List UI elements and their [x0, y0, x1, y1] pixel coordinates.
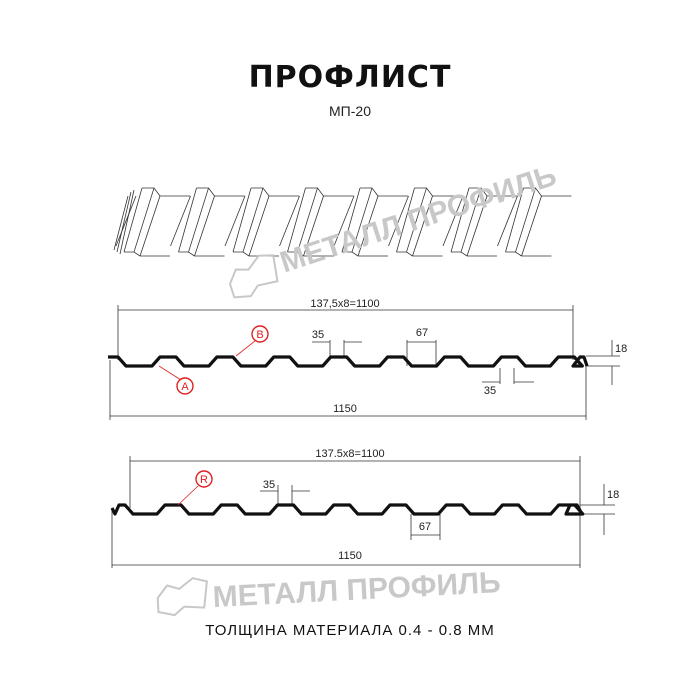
p1-pitch-label: 137,5x8=1100 — [310, 298, 379, 310]
p1-total-label: 1150 — [333, 403, 357, 415]
callout-b: B — [256, 329, 263, 341]
p1-bottom-label: 35 — [484, 385, 496, 397]
profile-1 — [108, 305, 620, 420]
profile-1-line — [108, 355, 589, 368]
p2-total-label: 1150 — [338, 550, 362, 562]
rib-edge — [233, 187, 270, 257]
p1-rib-top-label: 35 — [312, 329, 324, 341]
model-subtitle: МП-20 — [329, 103, 371, 119]
watermark-1: МЕТАЛЛ ПРОФИЛЬ — [228, 159, 560, 299]
profile-2 — [110, 456, 615, 568]
callout-r: R — [200, 474, 208, 486]
p2-rib-gap-label: 67 — [419, 521, 431, 533]
material-thickness-note: ТОЛЩИНА МАТЕРИАЛА 0.4 - 0.8 ММ — [205, 622, 495, 639]
p2-pitch-label: 137.5x8=1100 — [315, 448, 384, 460]
p1-height-label: 18 — [615, 343, 627, 355]
isometric-sheet — [113, 187, 572, 257]
watermark-2: МЕТАЛЛ ПРОФИЛЬ — [156, 566, 502, 617]
rib-edge — [178, 187, 215, 257]
p2-rib-top-label: 35 — [263, 479, 275, 491]
p2-height-label: 18 — [607, 489, 619, 501]
watermark-text: МЕТАЛЛ ПРОФИЛЬ — [276, 159, 560, 279]
watermark-text: МЕТАЛЛ ПРОФИЛЬ — [212, 566, 502, 614]
p1-rib-gap-label: 67 — [416, 327, 428, 339]
profile-2-line — [110, 503, 585, 516]
page-title: ПРОФЛИСТ — [248, 60, 452, 95]
callout-a: A — [181, 381, 189, 393]
